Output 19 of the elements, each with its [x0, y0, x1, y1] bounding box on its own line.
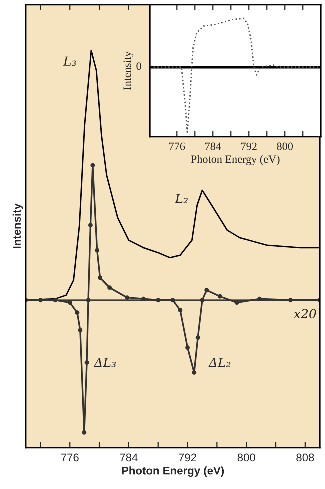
x-tick-label: 800 [238, 454, 256, 462]
x-tick-label: 792 [179, 454, 196, 462]
x-tick-label: 784 [120, 454, 138, 462]
x-tick-label: 776 [61, 454, 79, 462]
ref-line-label: 0 [136, 62, 142, 70]
x-tick-label: 808 [296, 454, 314, 462]
y-axis-title: Intensity [124, 52, 134, 90]
x-axis-title: Photon Energy (eV) [191, 155, 280, 166]
annotation: x20 [294, 309, 316, 319]
y-axis-title: Intensity [12, 204, 24, 249]
annotation: L₃ [63, 56, 76, 66]
annotation: L₂ [175, 194, 188, 204]
x-tick-label: 776 [170, 142, 186, 150]
annotation: ΔL₂ [208, 358, 231, 368]
x-axis-title: Photon Energy (eV) [122, 466, 224, 478]
x-tick-label: 792 [242, 142, 257, 150]
annotation: ΔL₃ [94, 358, 116, 368]
x-tick-label: 800 [277, 142, 294, 150]
x-tick-label: 784 [206, 142, 222, 150]
